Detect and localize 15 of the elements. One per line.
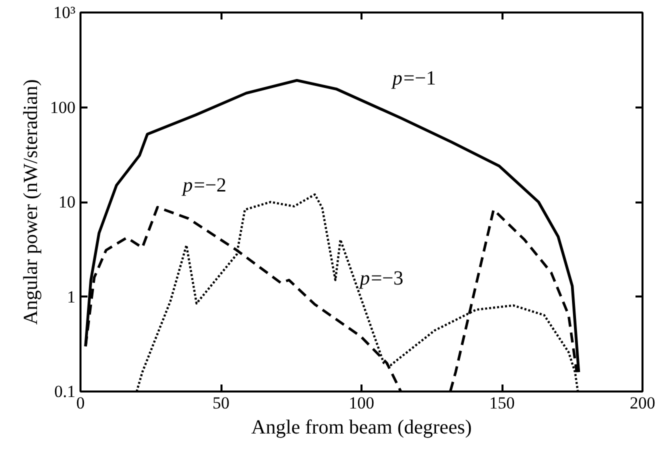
x-axis-title: Angle from beam (degrees) [251, 416, 472, 438]
y-tick-label: 100 [50, 98, 76, 117]
y-tick-label: 0.1 [54, 382, 76, 401]
series-label: p=−1 [390, 67, 436, 90]
series-label: p=−3 [358, 267, 404, 290]
y-tick-label: 1 [67, 287, 76, 306]
x-tick-label: 200 [630, 394, 656, 412]
x-tick-label: 150 [489, 394, 515, 412]
x-tick-label: 50 [212, 394, 230, 412]
y-tick-label: 10 [58, 192, 76, 212]
y-axis-title: Angular power (nW/steradian) [20, 79, 42, 325]
series-label: p=−2 [180, 174, 226, 196]
y-tick-label: 10³ [53, 3, 76, 22]
x-tick-label: 0 [76, 394, 85, 412]
x-tick-label: 100 [348, 394, 374, 412]
